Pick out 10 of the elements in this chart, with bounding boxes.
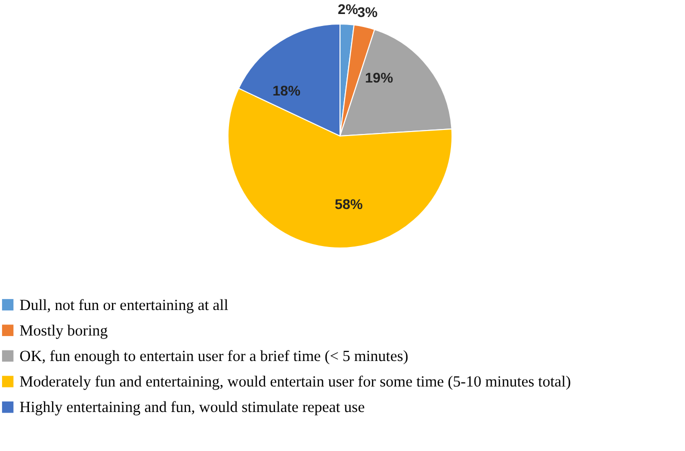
data-label: 18%	[272, 82, 302, 99]
data-label: 2%	[338, 1, 359, 18]
data-label: 19%	[365, 70, 394, 86]
data-label: 3%	[357, 4, 378, 20]
legend-label: Mostly boring	[20, 322, 108, 340]
legend-label: Highly entertaining and fun, would stimulate repeat use	[20, 399, 365, 416]
legend-label: Moderately fun and entertaining, would entertain user for some time (5-10 minutes total)	[20, 374, 571, 391]
legend-label: OK, fun enough to entertain user for a brief time (< 5 minutes)	[20, 348, 408, 365]
data-label: 58%	[334, 196, 364, 212]
legend-label: Dull, not fun or entertaining at all	[20, 296, 228, 314]
